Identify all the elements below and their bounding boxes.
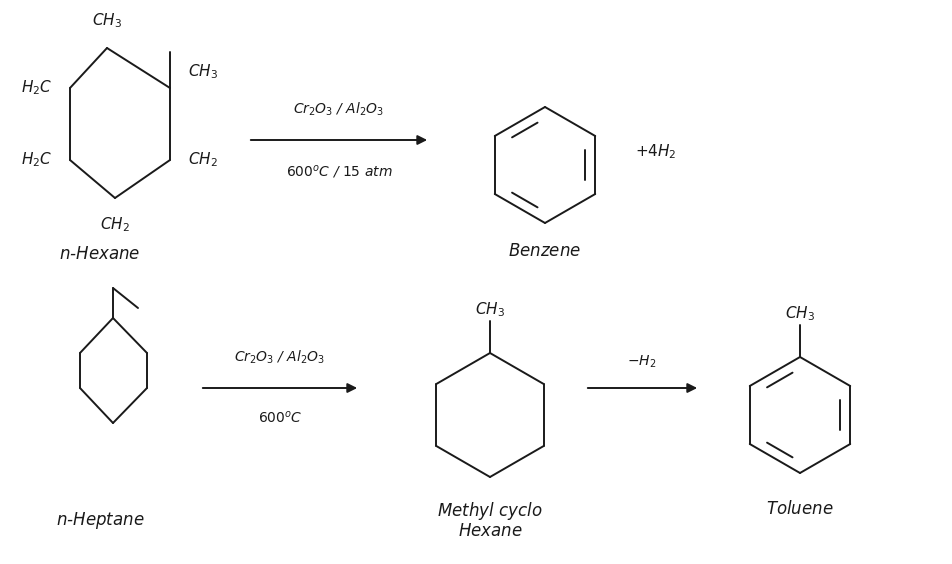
Text: $n$-$Heptane$: $n$-$Heptane$ <box>56 510 145 531</box>
Text: $Toluene$: $Toluene$ <box>766 500 834 518</box>
Text: $CH_3$: $CH_3$ <box>188 63 218 81</box>
Text: $CH_2$: $CH_2$ <box>100 215 129 233</box>
Text: $+4H_2$: $+4H_2$ <box>635 143 677 161</box>
Text: $600^oC$: $600^oC$ <box>258 410 303 426</box>
Text: $Methyl$ $cyclo$: $Methyl$ $cyclo$ <box>437 500 543 522</box>
Text: $Benzene$: $Benzene$ <box>508 242 582 260</box>
Text: $CH_3$: $CH_3$ <box>92 11 122 30</box>
Text: $Cr_2O_3$ / $Al_2O_3$: $Cr_2O_3$ / $Al_2O_3$ <box>293 100 385 118</box>
Text: $CH_3$: $CH_3$ <box>785 305 815 323</box>
Text: $-H_2$: $-H_2$ <box>627 354 657 370</box>
Text: $Cr_2O_3$ / $Al_2O_3$: $Cr_2O_3$ / $Al_2O_3$ <box>234 349 326 366</box>
Text: $H_2C$: $H_2C$ <box>21 78 52 98</box>
Text: $n$-$Hexane$: $n$-$Hexane$ <box>59 245 141 263</box>
Text: $Hexane$: $Hexane$ <box>458 522 523 540</box>
Text: $CH_3$: $CH_3$ <box>475 300 505 319</box>
Text: $CH_2$: $CH_2$ <box>188 151 218 169</box>
Text: $H_2C$: $H_2C$ <box>21 151 52 169</box>
Text: $600^oC$ / $15$ atm: $600^oC$ / $15$ atm <box>286 163 392 180</box>
